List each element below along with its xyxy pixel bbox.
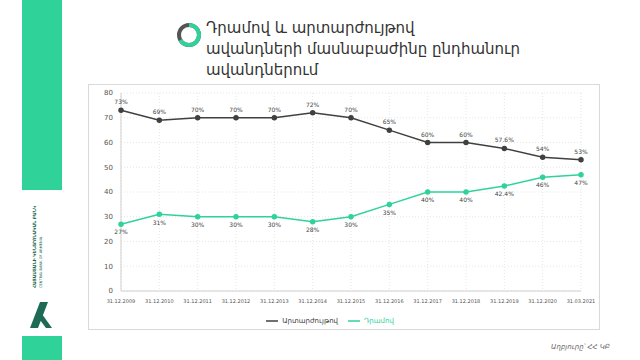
svg-text:31.12.2015: 31.12.2015 (337, 298, 366, 304)
svg-text:54%: 54% (536, 145, 550, 152)
svg-text:60%: 60% (421, 131, 435, 138)
html-text:ավանդների մասնաբաժինը ընդհանու: ավանդների մասնաբաժինը ընդհանուր ավանդներ… (206, 40, 521, 79)
svg-text:72%: 72% (306, 101, 320, 108)
svg-text:CENTRAL BANK OF ARMENIA: CENTRAL BANK OF ARMENIA (39, 236, 43, 288)
svg-text:0: 0 (109, 287, 113, 295)
svg-text:31.12.2018: 31.12.2018 (452, 298, 481, 304)
svg-text:31%: 31% (153, 219, 167, 226)
html-text:Դրամով և արտարժույթով: Դրամով և արտարժույթով (206, 19, 415, 37)
svg-text:46%: 46% (536, 181, 550, 188)
svg-text:70%: 70% (191, 106, 205, 113)
svg-text:31.12.2016: 31.12.2016 (375, 298, 404, 304)
svg-text:31.12.2011: 31.12.2011 (183, 298, 212, 304)
svg-text:31.12.2019: 31.12.2019 (490, 298, 519, 304)
svg-text:ՀԱՅԱՍՏԱՆԻ ԿԵՆՏՐՈՆԱԿԱՆ ԲԱՆԿ: ՀԱՅԱՍՏԱՆԻ ԿԵՆՏՐՈՆԱԿԱՆ ԲԱՆԿ (32, 206, 37, 288)
svg-text:30%: 30% (229, 221, 243, 228)
svg-text:40: 40 (104, 188, 113, 196)
svg-text:42.4%: 42.4% (495, 190, 514, 197)
html-text:Արտարժույթով: Արտարժույթով (282, 316, 338, 325)
svg-text:70%: 70% (268, 106, 282, 113)
svg-text:50: 50 (104, 164, 113, 172)
svg-text:31.12.2013: 31.12.2013 (260, 298, 289, 304)
svg-text:30%: 30% (268, 221, 282, 228)
svg-text:30%: 30% (344, 221, 358, 228)
svg-text:10: 10 (104, 263, 113, 271)
svg-text:35%: 35% (383, 209, 397, 216)
svg-text:27%: 27% (114, 228, 128, 235)
svg-text:80: 80 (104, 89, 113, 97)
svg-text:53%: 53% (574, 148, 588, 155)
svg-text:60: 60 (104, 139, 113, 147)
svg-text:73%: 73% (114, 98, 128, 105)
svg-text:31.12.2012: 31.12.2012 (222, 298, 251, 304)
svg-text:40%: 40% (459, 196, 473, 203)
svg-text:70: 70 (104, 114, 113, 122)
svg-text:31.12.2010: 31.12.2010 (145, 298, 174, 304)
svg-text:30: 30 (104, 213, 113, 221)
svg-text:31.12.2014: 31.12.2014 (298, 298, 327, 304)
svg-text:70%: 70% (344, 106, 358, 113)
svg-text:60%: 60% (459, 131, 473, 138)
svg-text:70%: 70% (229, 106, 243, 113)
svg-text:69%: 69% (153, 108, 167, 115)
svg-text:31.03.2021: 31.03.2021 (567, 298, 596, 304)
html-text:Դրամով: Դրամով (364, 316, 394, 325)
svg-text:65%: 65% (383, 118, 397, 125)
svg-text:47%: 47% (574, 179, 588, 186)
svg-text:30%: 30% (191, 221, 205, 228)
svg-text:57.6%: 57.6% (495, 136, 514, 143)
svg-text:31.12.2020: 31.12.2020 (528, 298, 557, 304)
svg-text:31.12.2009: 31.12.2009 (107, 298, 136, 304)
svg-text:31.12.2017: 31.12.2017 (413, 298, 442, 304)
svg-text:28%: 28% (306, 226, 320, 233)
html-text:Աղբյուրը՝ ՀՀ ԿԲ: Աղբյուրը՝ ՀՀ ԿԲ (551, 343, 610, 351)
svg-text:40%: 40% (421, 196, 435, 203)
svg-text:20: 20 (104, 238, 113, 246)
